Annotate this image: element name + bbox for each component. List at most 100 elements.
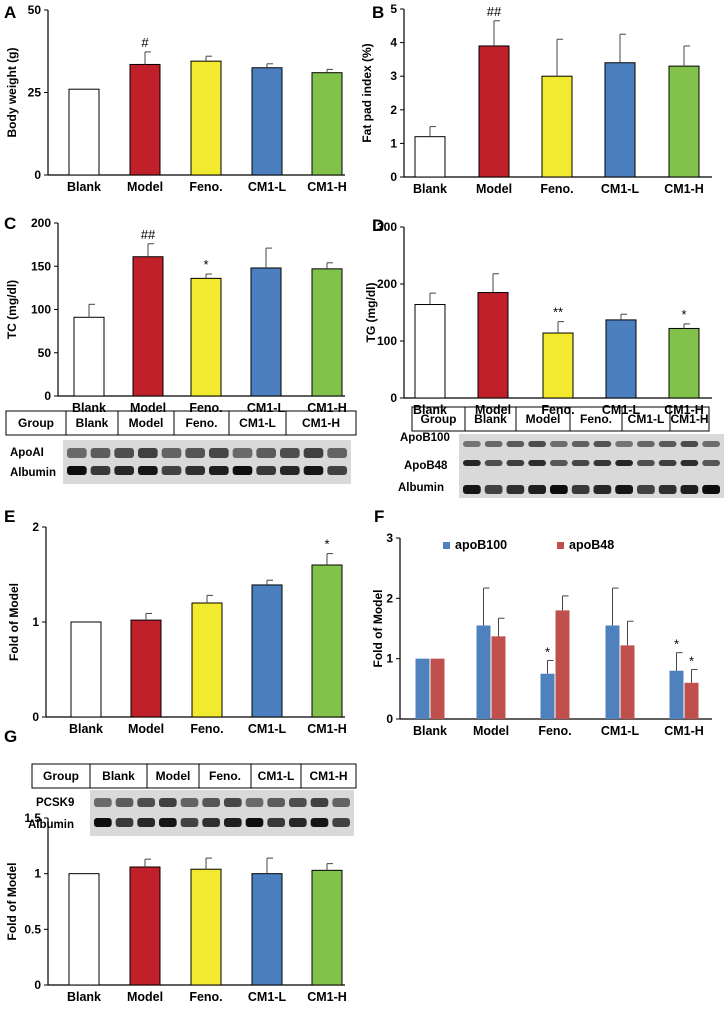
blot-band-label: Albumin <box>10 467 56 479</box>
panel-label: C <box>4 214 16 233</box>
blot-band <box>303 466 324 475</box>
group-header-cell: Model <box>129 416 164 430</box>
blot-band <box>202 818 220 827</box>
blot-band <box>245 818 264 827</box>
panel-e-chart: E Fold of Model 0 1 2 Blank Model Feno. CM1-L CM1… <box>4 507 347 736</box>
blot-band <box>484 460 503 466</box>
blot-band <box>506 460 525 466</box>
x-tick-label: CM1-L <box>601 182 640 196</box>
blot-panel-g: Group Blank Model Feno. CM1-L CM1-H PCSK9 Album… <box>28 763 357 836</box>
panel-f-chart: F Fold of Model 0 1 2 3 Blank Model Feno. CM1-L CM… <box>371 507 712 738</box>
blot-band <box>637 441 655 447</box>
group-header-cell: CM1-L <box>239 416 276 430</box>
group-header-cell: Feno. <box>209 769 241 783</box>
bar-apob100-4 <box>669 670 684 719</box>
blot-band <box>680 485 699 494</box>
x-tick-label: CM1-H <box>307 401 347 415</box>
panel-b-chart: B Fat pad index (%) 0 1 2 3 4 5 Blank Model Feno. C… <box>360 2 712 196</box>
y-tick-label: 2 <box>386 591 393 605</box>
legend-label-apob48: apoB48 <box>569 538 614 552</box>
x-tick-label: Model <box>127 990 163 1004</box>
bar-blank <box>68 873 100 986</box>
group-header-cell: Blank <box>102 769 135 783</box>
blot-band <box>94 818 112 827</box>
x-tick-label: CM1-L <box>601 724 640 738</box>
bar-feno <box>190 277 222 397</box>
blot-band <box>159 818 177 827</box>
blot-band <box>702 485 720 494</box>
y-axis-label: Fold of Model <box>5 863 19 941</box>
blot-band <box>463 441 481 447</box>
blot-band <box>138 448 158 458</box>
blot-band <box>138 466 158 475</box>
y-tick-label: 1 <box>386 652 393 666</box>
y-tick-label: 3 <box>390 69 397 83</box>
blot-band <box>115 798 134 807</box>
y-tick-label: 300 <box>377 220 397 234</box>
blot-band <box>506 441 525 447</box>
x-tick-label: Model <box>128 722 164 736</box>
blot-band <box>114 448 134 458</box>
bar-model <box>129 63 161 176</box>
y-tick-label: 0 <box>34 978 41 992</box>
group-header-frame <box>5 410 357 436</box>
x-tick-label: Feno. <box>538 724 571 738</box>
y-tick-label: 25 <box>28 86 42 100</box>
blot-band <box>615 460 633 466</box>
y-tick-label: 0 <box>390 170 397 184</box>
blot-image-background <box>90 790 354 836</box>
blot-band <box>658 441 677 447</box>
blot-band <box>615 441 633 447</box>
legend: apoB100 apoB48 <box>443 538 614 552</box>
group-header-label: Group <box>421 412 457 426</box>
y-axis-label: Body weight (g) <box>5 48 19 138</box>
blot-band <box>232 466 253 475</box>
blot-band <box>637 460 655 466</box>
x-tick-label: Model <box>476 182 512 196</box>
y-tick-label: 0 <box>390 391 397 405</box>
blot-band <box>90 466 111 475</box>
group-header-frame <box>31 763 357 789</box>
panel-label: A <box>4 3 16 22</box>
group-header-cell: Blank <box>474 412 507 426</box>
blot-band-label: PCSK9 <box>36 797 74 809</box>
x-tick-label: Model <box>130 401 166 415</box>
panel-c-chart: C TC (mg/dl) 0 50 100 150 200 Blank Model Feno. CM… <box>4 214 347 415</box>
blot-image-background <box>63 440 351 484</box>
bar-apob48-0 <box>430 658 445 719</box>
blot-band-row <box>67 466 347 475</box>
bar-cm1-l <box>605 319 637 399</box>
y-tick-label: 0 <box>34 168 41 182</box>
bar-cm1-h <box>311 564 343 718</box>
blot-band <box>180 798 199 807</box>
bar-apob48-1 <box>491 636 506 719</box>
y-axis-label: Fold of Model <box>371 590 385 668</box>
x-tick-label: Blank <box>413 403 447 417</box>
x-tick-label: Feno. <box>541 403 574 417</box>
y-axis-label: Fat pad index (%) <box>360 43 374 142</box>
y-axis-label: TG (mg/dl) <box>364 283 378 343</box>
y-tick-label: 1 <box>390 136 397 150</box>
group-header-table: Group Blank Model Feno. CM1-L CM1-H <box>5 410 357 436</box>
blot-band <box>280 466 300 475</box>
blot-band <box>90 448 111 458</box>
y-tick-label: 3 <box>386 531 393 545</box>
blot-band <box>161 448 182 458</box>
blot-band-row <box>463 485 720 494</box>
group-header-cell: CM1-H <box>671 412 709 426</box>
y-tick-label: 1.5 <box>24 811 41 825</box>
blot-band-label: ApoAI <box>10 447 44 459</box>
group-header-table: Group Blank Model Feno. CM1-L CM1-H <box>411 406 710 432</box>
bar-apob100-1 <box>476 625 491 719</box>
blot-band-row <box>67 448 347 458</box>
y-tick-label: 2 <box>390 103 397 117</box>
blot-band <box>332 798 350 807</box>
blot-band <box>658 485 677 494</box>
blot-band-label: ApoB100 <box>400 432 450 444</box>
panel-a-chart: A Body weight (g) 0 25 50 Blank Model Feno. CM1-… <box>4 3 347 194</box>
significance-mark: * <box>324 537 329 552</box>
bar-apob100-3 <box>605 625 620 719</box>
bar-model <box>477 292 509 399</box>
bar-apob48-4 <box>684 682 699 719</box>
